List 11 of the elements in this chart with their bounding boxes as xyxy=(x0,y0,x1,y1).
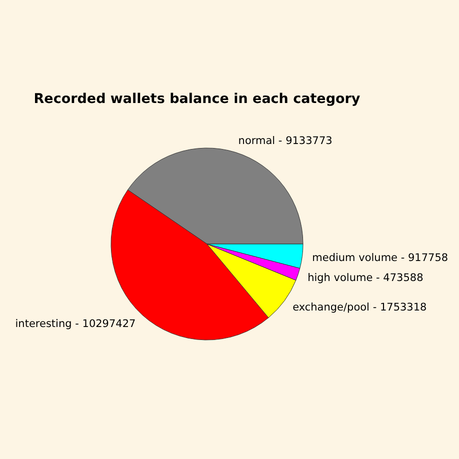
slice-label: high volume - xyxy=(308,272,380,284)
chart-title: Recorded wallets balance in each category xyxy=(32,91,362,107)
data-label: 10297427 xyxy=(82,318,136,330)
slice-label: medium volume - xyxy=(312,252,405,264)
data-label: 917758 xyxy=(408,252,448,264)
slice-label: normal - xyxy=(238,134,282,147)
data-label: 473588 xyxy=(383,272,424,284)
slice-label: interesting - xyxy=(15,318,80,330)
data-label: 9133773 xyxy=(286,134,332,147)
data-label: 1753318 xyxy=(380,302,427,314)
slice-label: exchange/pool - xyxy=(292,302,377,314)
